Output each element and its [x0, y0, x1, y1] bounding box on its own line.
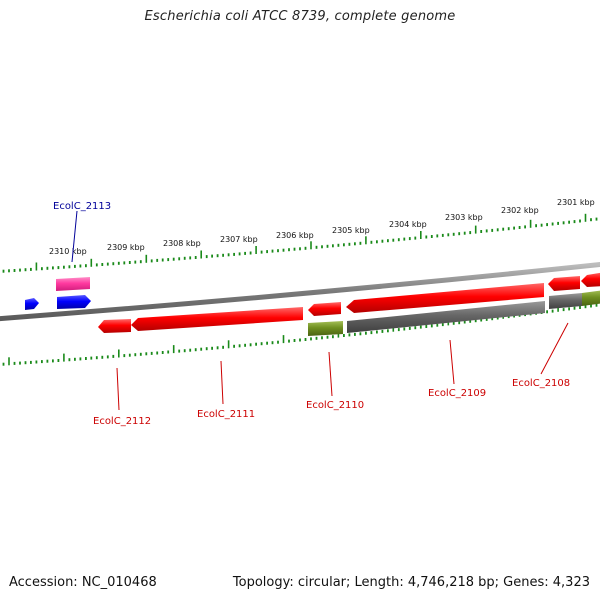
- accession-text: Accession: NC_010468: [9, 575, 157, 590]
- kbp-label-2304: 2304 kbp: [389, 220, 427, 229]
- gene-feature-red-forward-1[interactable]: [308, 302, 341, 316]
- genome-backbone: [0, 262, 600, 322]
- kbp-label-2302: 2302 kbp: [501, 206, 539, 215]
- genome-summary-text: Topology: circular; Length: 4,746,218 bp…: [232, 575, 590, 590]
- kbp-label-2305: 2305 kbp: [332, 226, 370, 235]
- kbp-label-2307: 2307 kbp: [220, 235, 258, 244]
- gene-feature-blue-small[interactable]: [25, 298, 39, 310]
- gene-feature-gray-2[interactable]: [549, 293, 582, 309]
- gene-feature-red-forward-4[interactable]: [581, 272, 600, 287]
- kbp-label-2303: 2303 kbp: [445, 213, 483, 222]
- gene-label-ecolc-2113[interactable]: EcolC_2113: [53, 201, 111, 212]
- forward-strand: [25, 272, 600, 316]
- gene-feature-ecolc-2111[interactable]: [131, 307, 303, 331]
- gene-label-ecolc-2108[interactable]: EcolC_2108: [512, 378, 570, 389]
- outer-tick-track: [2, 213, 598, 273]
- kbp-label-2309: 2309 kbp: [107, 243, 145, 252]
- gene-label-ecolc-2109[interactable]: EcolC_2109: [428, 388, 486, 399]
- leader-ecolc-2108: [540, 322, 569, 375]
- gene-label-group: EcolC_2113 EcolC_2112 EcolC_2111 EcolC_2…: [53, 201, 570, 427]
- reverse-strand: [98, 290, 600, 336]
- kbp-label-2310: 2310 kbp: [49, 247, 87, 256]
- gene-feature-green-2[interactable]: [582, 290, 600, 306]
- kbp-label-2306: 2306 kbp: [276, 231, 314, 240]
- gene-label-ecolc-2110[interactable]: EcolC_2110: [306, 400, 364, 411]
- gene-label-ecolc-2111[interactable]: EcolC_2111: [197, 409, 255, 420]
- leader-ecolc-2111: [220, 360, 224, 405]
- gene-feature-ecolc-2112[interactable]: [98, 319, 131, 333]
- gene-feature-ecolc-2109[interactable]: [347, 301, 545, 333]
- leader-ecolc-2110: [328, 351, 333, 397]
- gene-feature-ecolc-2113[interactable]: [56, 277, 90, 291]
- gene-feature-red-forward-3[interactable]: [548, 276, 580, 291]
- map-title: Escherichia coli ATCC 8739, complete gen…: [144, 9, 456, 24]
- leader-ecolc-2109: [449, 339, 455, 385]
- kbp-label-group: 2310 kbp 2309 kbp 2308 kbp 2307 kbp 2306…: [49, 198, 595, 256]
- gene-feature-blue[interactable]: [57, 295, 91, 309]
- label-leaders: [71, 210, 569, 411]
- gene-feature-red-forward-2[interactable]: [346, 283, 544, 313]
- gene-label-ecolc-2112[interactable]: EcolC_2112: [93, 416, 151, 427]
- leader-ecolc-2113: [71, 210, 78, 263]
- gene-feature-ecolc-2110[interactable]: [308, 321, 343, 336]
- leader-ecolc-2112: [116, 367, 120, 411]
- kbp-label-2301: 2301 kbp: [557, 198, 595, 207]
- kbp-label-2308: 2308 kbp: [163, 239, 201, 248]
